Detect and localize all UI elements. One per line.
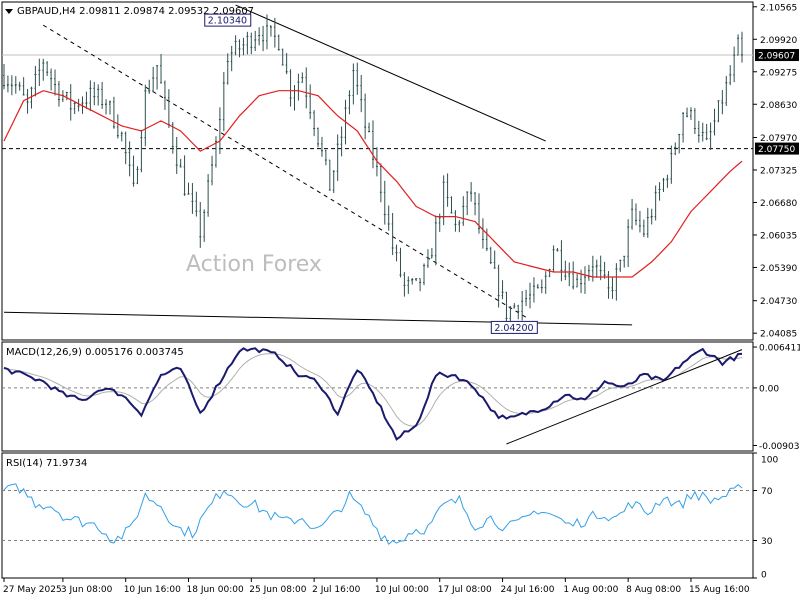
x-tick-label: 3 Jun 08:00 xyxy=(61,585,113,595)
level-tag: 2.07750 xyxy=(758,145,795,155)
symbol-header: GBPAUD,H4 2.09811 2.09874 2.09532 2.0960… xyxy=(17,6,254,17)
y-tick-label: 2.06680 xyxy=(760,199,797,209)
y-tick-label: 2.05390 xyxy=(760,264,797,274)
price-panel-frame xyxy=(1,1,754,341)
y-tick-label: 2.07970 xyxy=(760,134,797,144)
macd-trendline[interactable] xyxy=(506,349,743,445)
y-tick-label: 2.04085 xyxy=(760,330,797,340)
trendline[interactable] xyxy=(235,4,546,142)
rsi-polyline xyxy=(3,483,743,546)
macd-label: MACD(12,26,9) 0.005176 0.003745 xyxy=(6,347,184,358)
macd-y-axis: 0.006411 0.00 -0.009032 xyxy=(753,344,800,452)
x-tick-label: 15 Aug 16:00 xyxy=(689,585,750,595)
y-tick-label: 2.07325 xyxy=(760,166,797,176)
macd-main-line xyxy=(3,347,743,441)
last-price-tag-bg xyxy=(755,49,799,62)
macd-y-tick-label: 0.006411 xyxy=(759,344,800,354)
price-annotation-box xyxy=(204,13,252,27)
price-annotation: 2.10340 xyxy=(208,16,247,27)
y-tick-label: 2.08630 xyxy=(760,101,797,111)
rsi-y-axis: 100 70 30 0 xyxy=(753,452,778,581)
x-tick-label: 8 Aug 08:00 xyxy=(626,585,681,595)
macd-y-tick-label: 0.00 xyxy=(759,384,779,394)
x-tick-label: 25 Jun 08:00 xyxy=(249,585,306,595)
x-tick-label: 17 Jul 08:00 xyxy=(438,585,492,595)
macd-y-tick-label: -0.009032 xyxy=(759,442,800,452)
level-tag-bg xyxy=(755,142,799,155)
macd-signal-line xyxy=(3,353,743,427)
x-tick-label: 24 Jul 16:00 xyxy=(501,585,555,595)
rsi-line xyxy=(3,483,743,546)
price-annotations: 2.10340 2.04200 xyxy=(204,13,538,334)
rsi-y-tick-label: 100 xyxy=(761,456,778,466)
y-tick-label: 2.09275 xyxy=(760,68,797,78)
rsi-y-tick-label: 30 xyxy=(761,537,773,547)
x-tick-label: 10 Jun 16:00 xyxy=(124,585,181,595)
price-annotation-box xyxy=(490,320,538,334)
rsi-label: RSI(14) 71.9734 xyxy=(6,458,87,469)
rsi-y-tick-label: 0 xyxy=(761,571,767,581)
y-tick-label: 2.04730 xyxy=(760,297,797,307)
x-tick-label: 27 May 2025 xyxy=(3,585,62,595)
rsi-panel-frame xyxy=(1,452,754,579)
trendline[interactable] xyxy=(42,24,527,318)
x-axis: 27 May 2025 3 Jun 08:00 10 Jun 16:00 18 Jun… xyxy=(3,578,750,595)
macd-lines xyxy=(3,347,743,445)
moving-average xyxy=(3,90,743,278)
macd-panel-frame xyxy=(1,341,754,452)
price-annotation: 2.04200 xyxy=(494,323,533,334)
x-tick-label: 2 Jul 16:00 xyxy=(312,585,361,595)
y-tick-label: 2.09920 xyxy=(760,36,797,46)
watermark: Action Forex xyxy=(186,252,322,277)
y-tick-label: 2.06035 xyxy=(760,231,797,241)
y-tick-label: 2.10565 xyxy=(760,3,797,13)
last-price-tag: 2.09607 xyxy=(758,52,795,62)
rsi-levels xyxy=(2,490,753,541)
rsi-y-tick-label: 70 xyxy=(761,487,773,497)
x-tick-label: 18 Jun 00:00 xyxy=(187,585,244,595)
x-tick-label: 10 Jul 00:00 xyxy=(375,585,429,595)
ma-line xyxy=(3,90,743,278)
price-y-axis: 2.10565 2.09920 2.09275 2.08630 2.07970 2.073… xyxy=(753,3,799,340)
dropdown-triangle-icon[interactable] xyxy=(5,9,13,14)
x-tick-label: 1 Aug 00:00 xyxy=(563,585,618,595)
trendline[interactable] xyxy=(3,311,633,326)
price-candles xyxy=(3,14,743,325)
